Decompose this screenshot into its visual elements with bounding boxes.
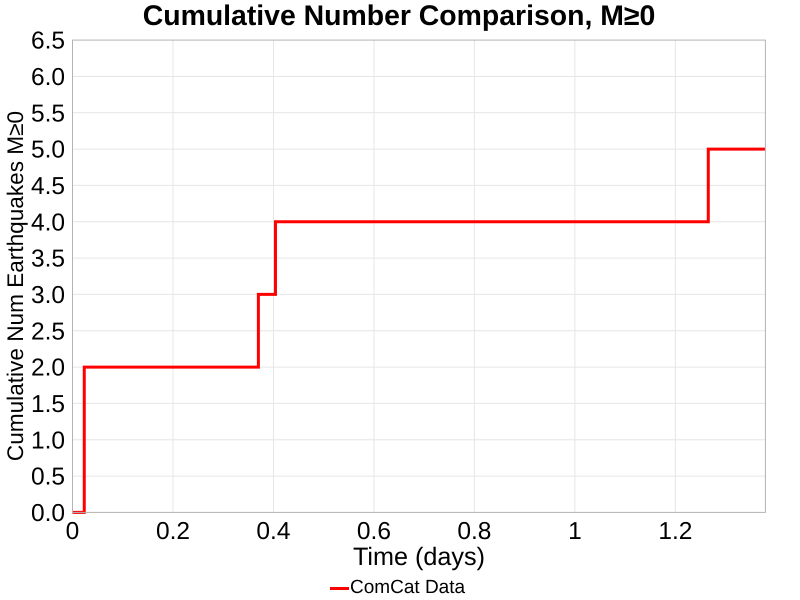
svg-text:1.0: 1.0 [31, 427, 65, 454]
svg-text:6.0: 6.0 [31, 64, 65, 91]
svg-text:1.5: 1.5 [31, 391, 65, 418]
svg-text:2.5: 2.5 [31, 318, 65, 345]
svg-text:4.5: 4.5 [31, 173, 65, 200]
svg-text:6.5: 6.5 [31, 28, 65, 55]
svg-text:0.6: 0.6 [357, 518, 391, 545]
svg-text:5.0: 5.0 [31, 137, 65, 164]
svg-text:0.8: 0.8 [457, 518, 491, 545]
svg-text:Cumulative Number Comparison,: Cumulative Number Comparison, M≥0 [143, 0, 656, 32]
svg-text:ComCat Data: ComCat Data [350, 577, 466, 598]
svg-text:0: 0 [66, 518, 80, 545]
svg-text:1: 1 [568, 518, 582, 545]
svg-text:3.5: 3.5 [31, 246, 65, 273]
svg-text:Cumulative Num Earthquakes M≥0: Cumulative Num Earthquakes M≥0 [3, 111, 28, 461]
svg-text:4.0: 4.0 [31, 209, 65, 236]
svg-text:5.5: 5.5 [31, 100, 65, 127]
svg-text:2.0: 2.0 [31, 355, 65, 382]
svg-text:1.2: 1.2 [658, 518, 692, 545]
svg-text:0.2: 0.2 [156, 518, 190, 545]
svg-text:Time (days): Time (days) [353, 543, 485, 571]
svg-text:0.0: 0.0 [31, 500, 65, 527]
svg-text:0.5: 0.5 [31, 464, 65, 491]
svg-text:3.0: 3.0 [31, 282, 65, 309]
svg-text:0.4: 0.4 [256, 518, 290, 545]
